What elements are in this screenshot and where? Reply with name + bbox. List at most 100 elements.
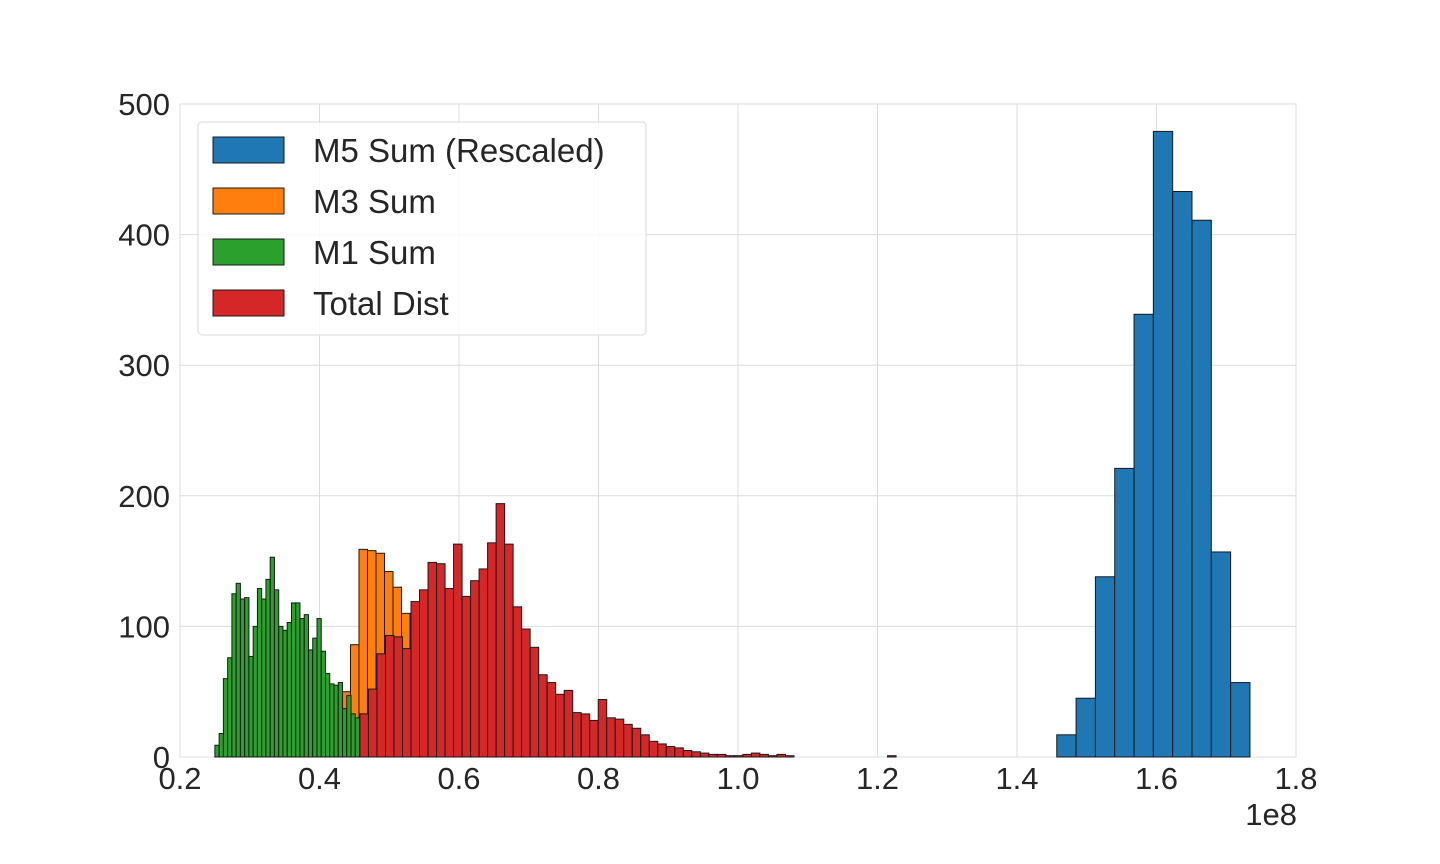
histogram-bar [303, 614, 309, 758]
histogram-bar [419, 589, 429, 758]
series-0-bars [1056, 130, 1251, 758]
histogram-bar [750, 752, 761, 758]
histogram-bar [1191, 219, 1212, 758]
histogram-bar [1172, 191, 1193, 758]
x-tick-label: 0.6 [437, 761, 480, 796]
x-tick-label: 1.8 [1274, 761, 1317, 796]
histogram-bar [393, 636, 404, 758]
histogram-bar [631, 727, 642, 758]
histogram-bar [384, 635, 395, 758]
x-axis-scale-label: 1e8 [1245, 797, 1297, 832]
histogram-bar [742, 753, 752, 758]
histogram-bar [580, 713, 591, 758]
histogram-bar [252, 625, 258, 758]
legend-label: M1 Sum [313, 234, 436, 271]
y-tick-label: 500 [118, 87, 170, 122]
histogram-bar [767, 755, 778, 758]
histogram-bar [337, 682, 344, 758]
histogram-bar [324, 672, 331, 758]
histogram-bar [597, 699, 608, 758]
histogram-bar [342, 708, 348, 758]
histogram-bar [1114, 467, 1135, 758]
y-tick-label: 100 [118, 609, 170, 644]
histogram-bar [248, 655, 254, 758]
histogram-bar [461, 595, 472, 758]
histogram-bar [1075, 697, 1096, 758]
histogram-bar [1094, 576, 1116, 758]
legend-label: Total Dist [313, 285, 449, 322]
histogram-bar [265, 578, 271, 758]
histogram-bar [665, 746, 676, 758]
histogram-bar [623, 723, 633, 758]
legend-label: M3 Sum [313, 183, 436, 220]
histogram-bar [759, 753, 769, 758]
histogram-bar [329, 683, 335, 758]
histogram-bar [231, 593, 237, 758]
x-tick-label: 1.4 [995, 761, 1038, 796]
legend-label: M5 Sum (Rescaled) [313, 132, 605, 169]
axes: 0.2 0.4 0.6 0.8 1.0 1.2 1.4 1.6 1.8 0 100 200 300 400… [118, 87, 1317, 796]
histogram-bar [218, 732, 224, 758]
x-tick-label: 1.6 [1135, 761, 1178, 796]
legend: M5 Sum (Rescaled) M3 Sum M1 Sum Total Dist [197, 121, 647, 336]
histogram-bar [606, 717, 616, 758]
histogram-bar [350, 713, 356, 758]
histogram-bar [282, 629, 288, 758]
y-tick-label: 200 [118, 479, 170, 514]
histogram-bar [376, 653, 386, 758]
histogram-bar [614, 718, 625, 758]
y-tick-label: 0 [153, 740, 170, 775]
histogram-bar [487, 542, 497, 758]
histogram-bar [256, 588, 263, 758]
series-2-bars [214, 556, 395, 758]
histogram-bar [682, 749, 693, 758]
histogram-bar [495, 503, 506, 758]
histogram-bar [776, 753, 786, 758]
x-tick-label: 1.2 [856, 761, 899, 796]
histogram-bar [725, 755, 735, 758]
histogram-bar [1133, 313, 1154, 758]
histogram-bar [354, 717, 361, 758]
histogram-bar [1230, 682, 1251, 758]
histogram-bar [538, 674, 548, 758]
histogram-bar [453, 543, 463, 758]
histogram-bar [708, 753, 718, 758]
histogram-bar [227, 657, 233, 758]
legend-swatch [212, 238, 285, 266]
histogram-bar [239, 598, 246, 758]
histogram-bar [402, 648, 412, 758]
y-tick-label: 300 [118, 348, 170, 383]
histogram-bar [470, 580, 480, 758]
histogram-bars [214, 130, 1251, 758]
legend-swatch [212, 289, 285, 317]
histogram-bar [320, 650, 326, 758]
histogram-bar [222, 678, 229, 758]
legend-swatch [212, 187, 285, 215]
histogram-bar [307, 649, 314, 758]
histogram-bar [427, 561, 438, 758]
histogram-bar [359, 713, 369, 758]
histogram-bar [674, 747, 684, 758]
series-3-bars [359, 503, 897, 758]
histogram-bar [589, 719, 599, 758]
histogram-bar [290, 602, 297, 758]
histogram-bar [346, 695, 352, 758]
histogram-bar [235, 582, 241, 758]
x-tick-label: 1.0 [716, 761, 759, 796]
histogram-bar [367, 688, 378, 758]
histogram-bar [529, 646, 540, 758]
histogram-bar [261, 598, 267, 758]
histogram-bar [286, 621, 292, 758]
x-tick-label: 0.8 [577, 761, 620, 796]
histogram-bar [278, 625, 284, 758]
histogram-bar [295, 602, 301, 758]
histogram-bar [546, 682, 557, 758]
histogram-bar [299, 618, 305, 758]
histogram-bar [640, 734, 650, 758]
histogram-bar [691, 751, 701, 758]
histogram-bar [410, 601, 421, 758]
histogram-bar [1152, 130, 1174, 758]
histogram-bar [214, 744, 220, 758]
histogram-bar [512, 606, 523, 758]
